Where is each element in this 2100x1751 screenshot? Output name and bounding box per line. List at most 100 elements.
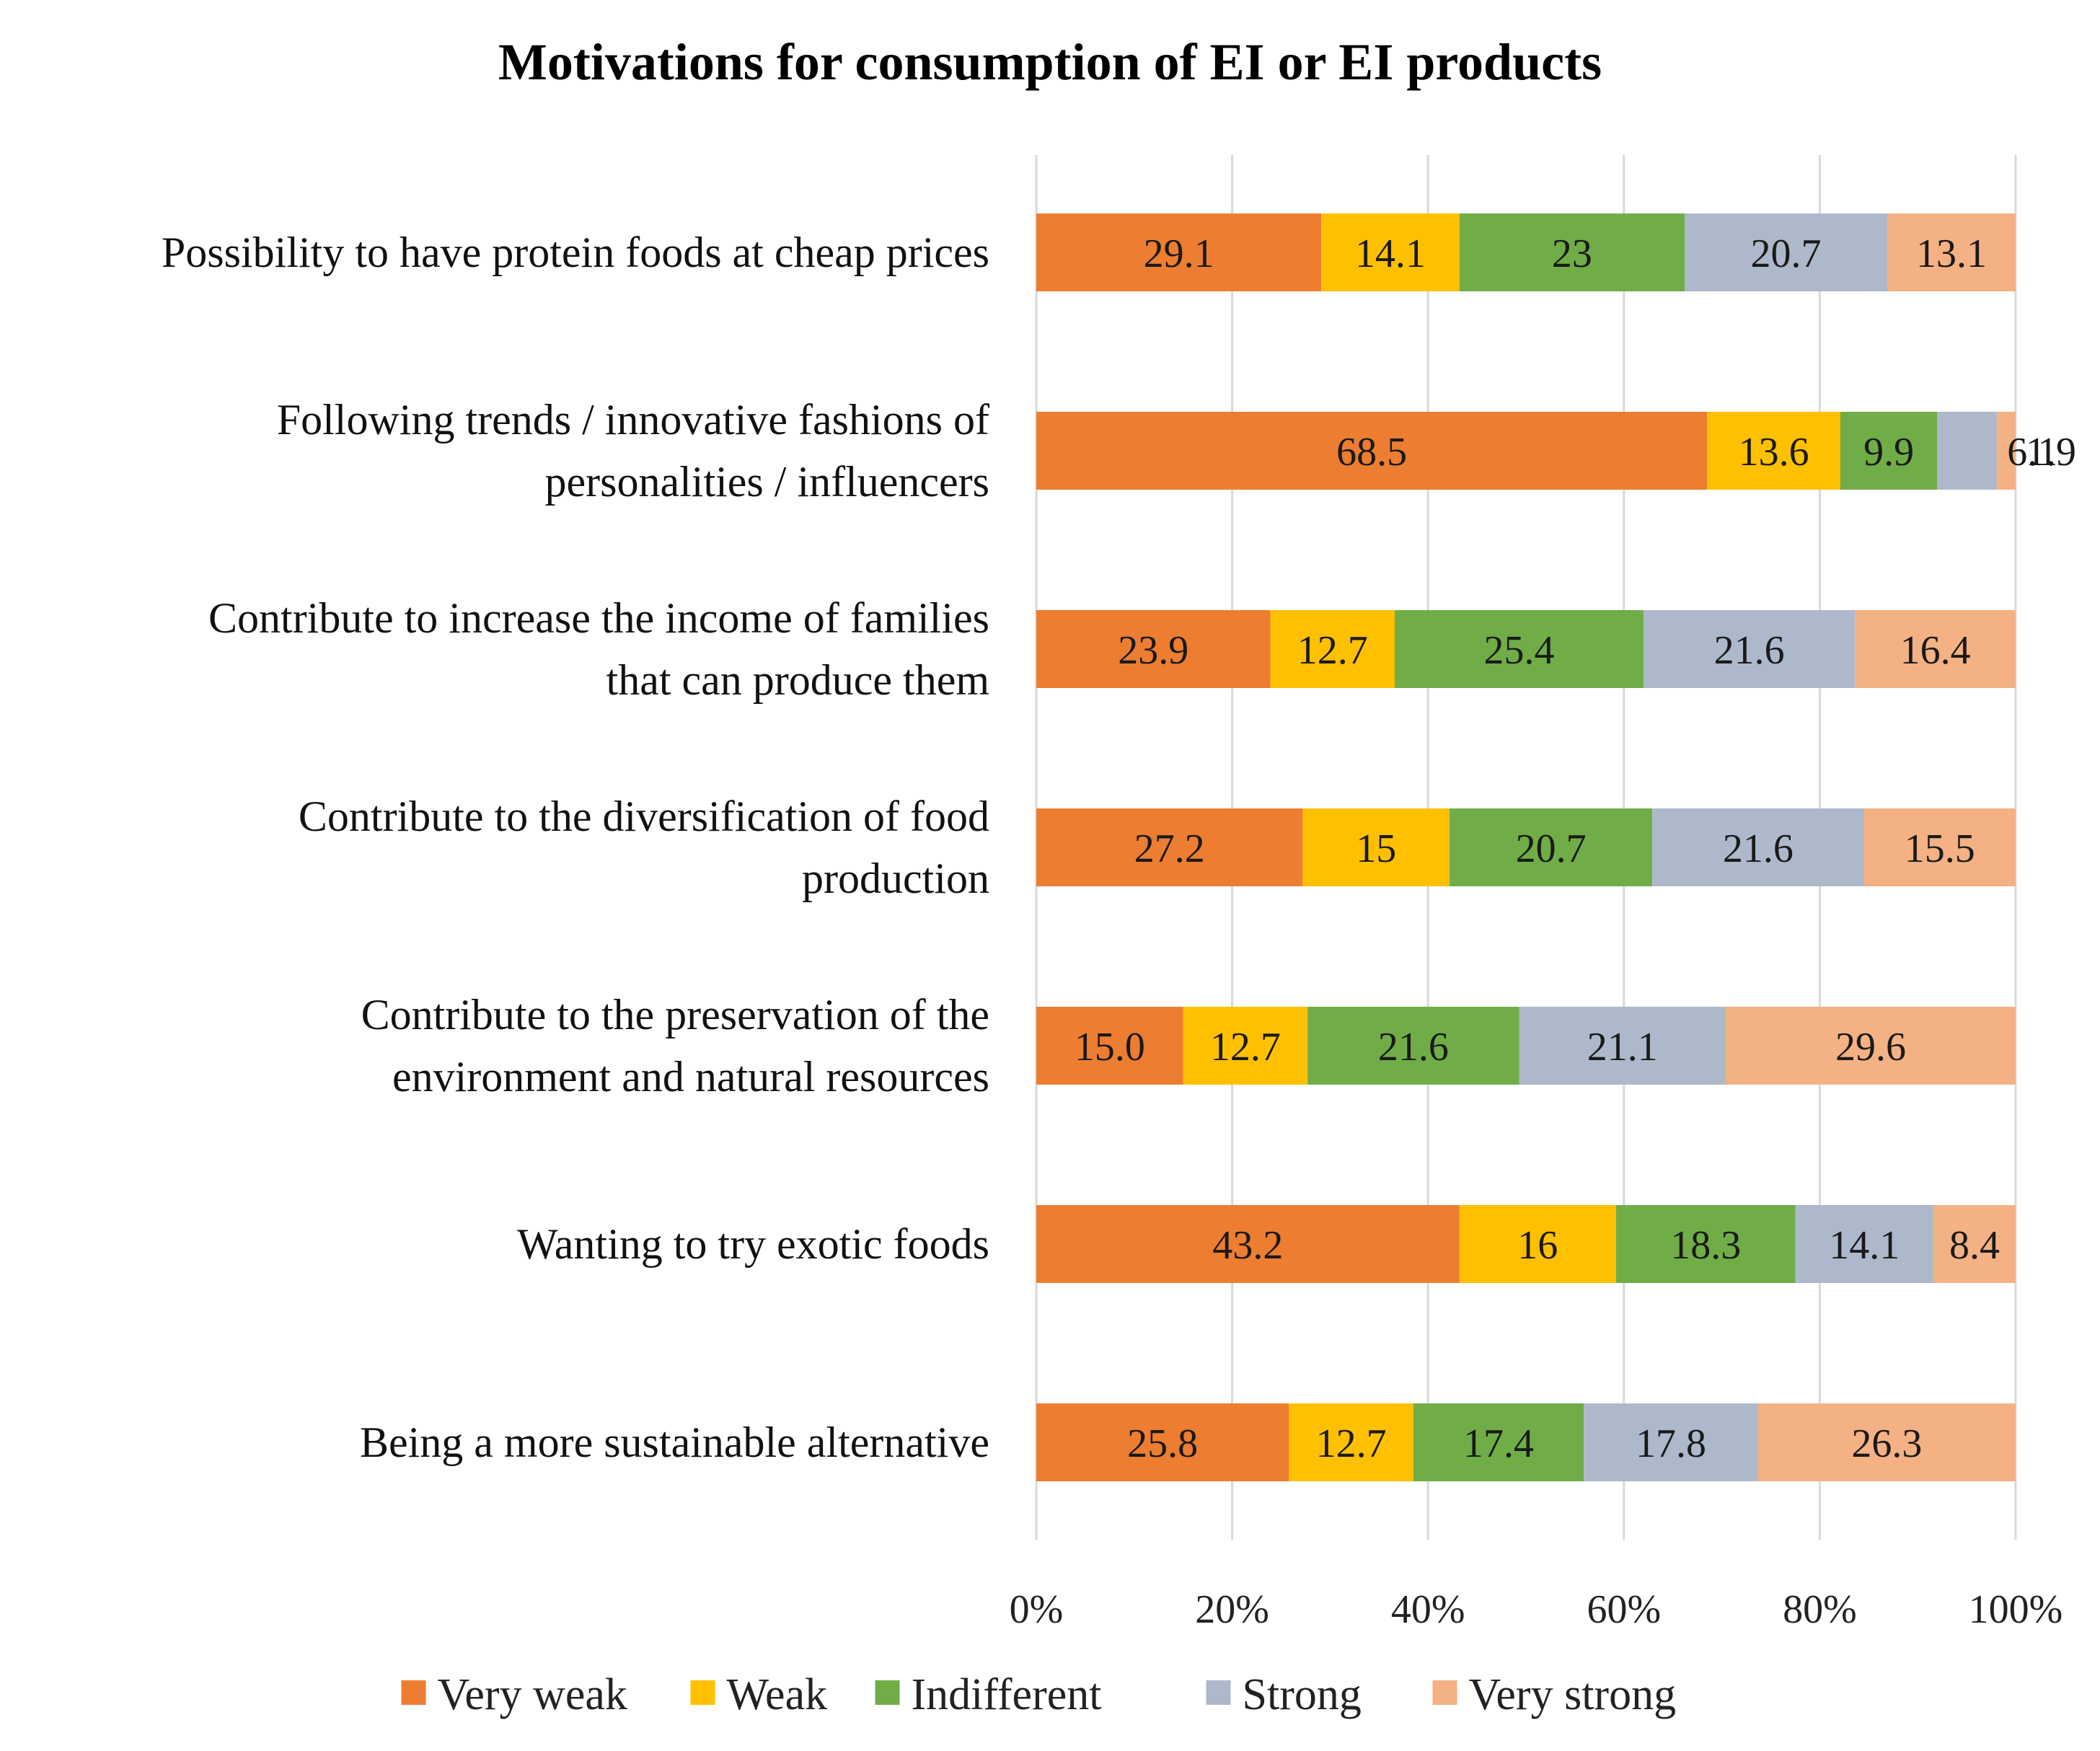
category-label: Contribute to the diversification of foo… [299,793,989,902]
data-label: 13.1 [1916,231,1987,276]
legend-label: Very weak [438,1670,627,1719]
legend-item: Very strong [1432,1670,1677,1719]
x-tick-label: 40% [1391,1587,1465,1632]
bar-segment [1307,1007,1519,1085]
data-label: 12.7 [1316,1421,1387,1466]
bar-segment [1036,610,1271,688]
bar-segment [1519,1007,1726,1085]
category-label-line: Contribute to the preservation of the [361,991,989,1038]
bar-segment [1933,1205,2016,1283]
legend-item: Weak [690,1670,828,1719]
data-label: 29.1 [1144,231,1214,276]
data-label: 12.7 [1297,628,1368,673]
bar-segment [1413,1403,1584,1481]
x-tick-label: 20% [1195,1587,1269,1632]
bar-segment [1997,412,2016,490]
category-label: Contribute to increase the income of fam… [208,594,989,704]
bar-segment [1321,213,1460,291]
bars [1036,213,2016,1481]
legend-swatch [1432,1680,1457,1705]
bar-segment [1615,1205,1796,1283]
data-label: 17.4 [1463,1421,1534,1466]
data-label: 14.1 [1829,1223,1900,1268]
category-label-line: production [802,855,989,902]
category-label-line: personalities / influencers [545,458,989,506]
bar-segment [1840,412,1938,490]
data-label: 27.2 [1134,826,1205,871]
bar-segment [1289,1403,1413,1481]
bar-segment [1684,213,1888,291]
bar-segment [1652,808,1864,886]
bar-segment [1855,610,2016,688]
legend-item: Strong [1206,1670,1362,1719]
bar-segment [1395,610,1644,688]
data-label: 8.4 [1949,1223,2000,1268]
category-label-line: Being a more sustainable alternative [360,1419,989,1466]
data-label: 12.7 [1210,1025,1281,1069]
bar-segment [1459,1205,1616,1283]
data-label: 1.9 [2026,430,2076,475]
category-label: Following trends / innovative fashions o… [277,396,989,506]
legend-label: Very strong [1469,1670,1677,1719]
data-labels: 29.1 14.1 23 20.7 13.1 68.5 13.6 9.9 6.11.9 23.9 1… [1075,231,2076,1466]
data-label: 6.1 [2007,430,2057,475]
bar-segment [1643,610,1856,688]
bar-segment [1036,1007,1183,1085]
data-label: 21.6 [1378,1025,1449,1069]
bar-segment [1459,213,1685,291]
legend-label: Indifferent [912,1670,1102,1719]
bar-segment [1584,1403,1758,1481]
legend-swatch [690,1680,715,1705]
category-label: Wanting to try exotic foods [517,1220,989,1268]
category-label-line: environment and natural resources [392,1053,989,1101]
x-tick-label: 100% [1969,1587,2063,1632]
category-label: Possibility to have protein foods at che… [162,229,989,276]
bar-segment [1450,808,1653,886]
category-label-line: Contribute to the diversification of foo… [299,793,989,840]
bar-segment [1795,1205,1933,1283]
category-label-line: Following trends / innovative fashions o… [277,396,989,444]
data-label: 9.9 [1863,430,1914,475]
data-label: 21.1 [1587,1025,1658,1069]
bar-segment [1726,1007,2016,1085]
bar-segment [1036,1205,1460,1283]
x-tick-label: 0% [1010,1587,1064,1632]
x-axis-ticks: 0% 20% 40% 60% 80% 100% [1010,1587,2063,1632]
category-label-line: Wanting to try exotic foods [517,1220,989,1268]
bar-segment [1036,1403,1289,1481]
legend-swatch [401,1680,426,1705]
bar-segment [1036,213,1322,291]
bar-segment [1887,213,2016,291]
category-label-line: Possibility to have protein foods at che… [162,229,989,276]
category-label: Being a more sustainable alternative [360,1419,989,1466]
data-label: 43.2 [1212,1223,1283,1268]
category-label-line: that can produce them [606,656,989,704]
data-label: 15.5 [1905,826,1975,871]
category-label-line: Contribute to increase the income of fam… [208,594,989,642]
x-tick-label: 80% [1783,1587,1857,1632]
data-label: 16.4 [1900,628,1971,673]
data-label: 17.8 [1636,1421,1706,1466]
bar-segment [1036,412,1708,490]
data-label: 21.6 [1714,628,1785,673]
legend-item: Very weak [401,1670,627,1719]
data-label: 25.4 [1483,628,1554,673]
bar-segment [1302,808,1450,886]
legend-label: Weak [727,1670,828,1719]
data-label: 68.5 [1336,430,1407,475]
data-label: 16 [1517,1223,1558,1268]
legend-swatch [875,1680,900,1705]
data-label: 15 [1356,826,1396,871]
data-label: 21.6 [1723,826,1794,871]
bar-segment [1183,1007,1308,1085]
data-label: 29.6 [1835,1025,1906,1069]
bar-segment [1036,808,1303,886]
data-label: 26.3 [1851,1421,1922,1466]
bar-segment [1270,610,1395,688]
data-label: 23 [1552,231,1592,276]
chart-title: Motivations for consumption of EI or EI … [498,33,1602,91]
bar-segment [1863,808,2016,886]
legend-swatch [1206,1680,1231,1705]
